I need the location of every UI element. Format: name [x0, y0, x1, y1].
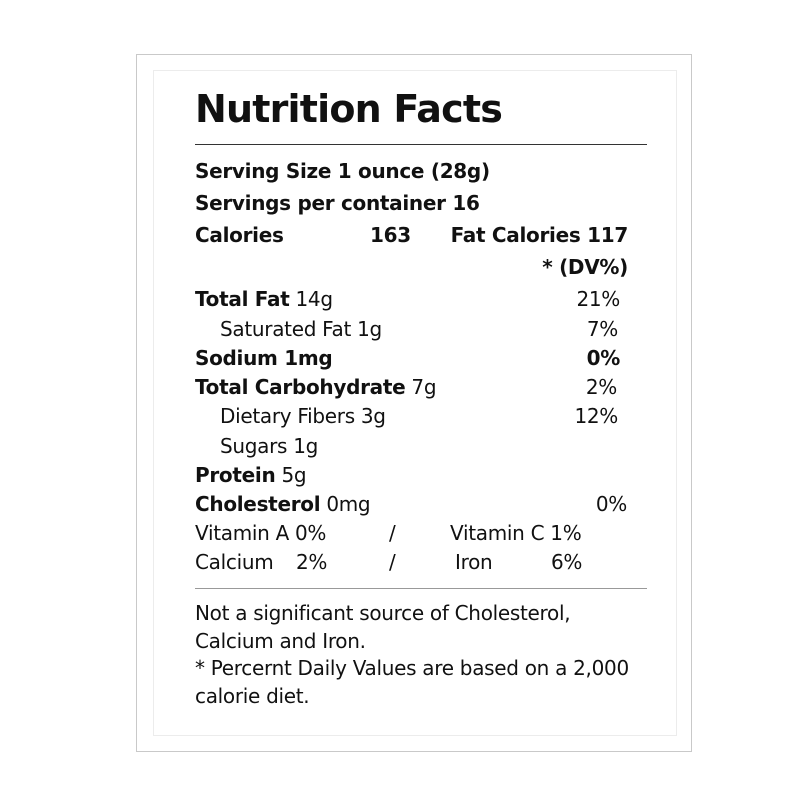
mineral-separator: /	[389, 550, 396, 574]
total-carbohydrate-row: Total Carbohydrate 7g	[195, 375, 437, 399]
calcium-label: Calcium	[195, 550, 274, 574]
dv-header: * (DV%)	[542, 255, 628, 279]
protein-label: Protein	[195, 463, 276, 487]
title-divider	[195, 144, 647, 145]
total-fat-dv: 21%	[576, 287, 620, 311]
protein-amount: 5g	[275, 463, 307, 487]
total-fat-label: Total Fat	[195, 287, 290, 311]
calories-value: 163	[370, 223, 411, 247]
iron-value: 6%	[551, 550, 583, 574]
footnote-divider	[195, 588, 647, 589]
footnote-line-2: Calcium and Iron.	[195, 629, 366, 653]
cholesterol-dv: 0%	[595, 492, 627, 516]
cholesterol-label: Cholesterol	[195, 492, 321, 516]
saturated-fat-label: Saturated Fat 1g	[220, 317, 382, 341]
servings-per-container: Servings per container 16	[195, 191, 480, 215]
label-title: Nutrition Facts	[195, 87, 503, 131]
cholesterol-amount: 0mg	[320, 492, 371, 516]
iron-label: Iron	[455, 550, 493, 574]
fat-calories: Fat Calories 117	[450, 223, 629, 247]
label-inner-border	[153, 70, 677, 736]
total-carbohydrate-label: Total Carbohydrate	[195, 375, 406, 399]
vitamin-separator: /	[389, 521, 396, 545]
label-outer-border	[136, 54, 692, 752]
sugars-label: Sugars 1g	[220, 434, 319, 458]
vitamin-a: Vitamin A 0%	[195, 521, 327, 545]
total-carbohydrate-dv: 2%	[585, 375, 617, 399]
dietary-fibers-label: Dietary Fibers 3g	[220, 404, 386, 428]
footnote-line-4: calorie diet.	[195, 684, 310, 708]
serving-size: Serving Size 1 ounce (28g)	[195, 159, 490, 183]
protein-row: Protein 5g	[195, 463, 307, 487]
dietary-fibers-dv: 12%	[574, 404, 618, 428]
total-fat-row: Total Fat 14g	[195, 287, 333, 311]
vitamin-c: Vitamin C 1%	[450, 521, 582, 545]
sodium-dv: 0%	[586, 346, 621, 370]
total-fat-amount: 14g	[289, 287, 334, 311]
total-carbohydrate-amount: 7g	[405, 375, 437, 399]
calories-label: Calories	[195, 223, 284, 247]
saturated-fat-dv: 7%	[586, 317, 618, 341]
calcium-value: 2%	[296, 550, 328, 574]
footnote-line-3: * Percernt Daily Values are based on a 2…	[195, 656, 629, 680]
sodium-label: Sodium 1mg	[195, 346, 333, 370]
cholesterol-row: Cholesterol 0mg	[195, 492, 371, 516]
footnote-line-1: Not a significant source of Cholesterol,	[195, 601, 571, 625]
